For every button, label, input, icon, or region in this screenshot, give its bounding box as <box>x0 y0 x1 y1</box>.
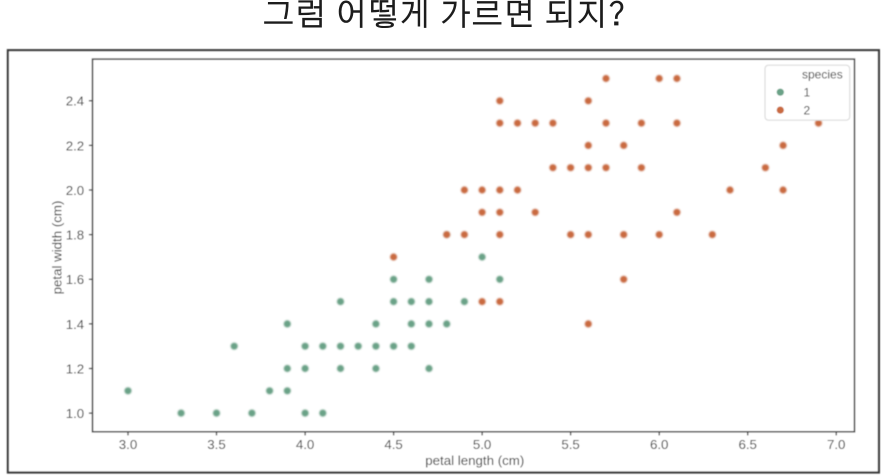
svg-text:5.0: 5.0 <box>473 437 492 452</box>
svg-text:6.0: 6.0 <box>650 437 669 452</box>
svg-text:petal length (cm): petal length (cm) <box>425 453 524 468</box>
svg-text:1: 1 <box>804 86 811 100</box>
svg-text:1.2: 1.2 <box>66 361 85 376</box>
svg-text:5.5: 5.5 <box>561 437 580 452</box>
svg-text:6.5: 6.5 <box>738 437 757 452</box>
svg-text:3.0: 3.0 <box>119 437 138 452</box>
svg-text:4.5: 4.5 <box>384 437 403 452</box>
svg-text:1.8: 1.8 <box>66 228 85 243</box>
svg-text:4.0: 4.0 <box>296 437 315 452</box>
svg-text:1.6: 1.6 <box>66 272 85 287</box>
svg-text:2.4: 2.4 <box>66 94 85 109</box>
svg-text:2: 2 <box>804 103 811 117</box>
svg-text:1.0: 1.0 <box>66 406 85 421</box>
svg-text:2.0: 2.0 <box>66 183 85 198</box>
svg-text:1.4: 1.4 <box>66 317 85 332</box>
svg-text:7.0: 7.0 <box>827 437 846 452</box>
svg-text:3.5: 3.5 <box>207 437 226 452</box>
svg-text:2.2: 2.2 <box>66 138 85 153</box>
svg-text:petal width (cm): petal width (cm) <box>49 201 64 295</box>
svg-text:species: species <box>802 68 843 82</box>
